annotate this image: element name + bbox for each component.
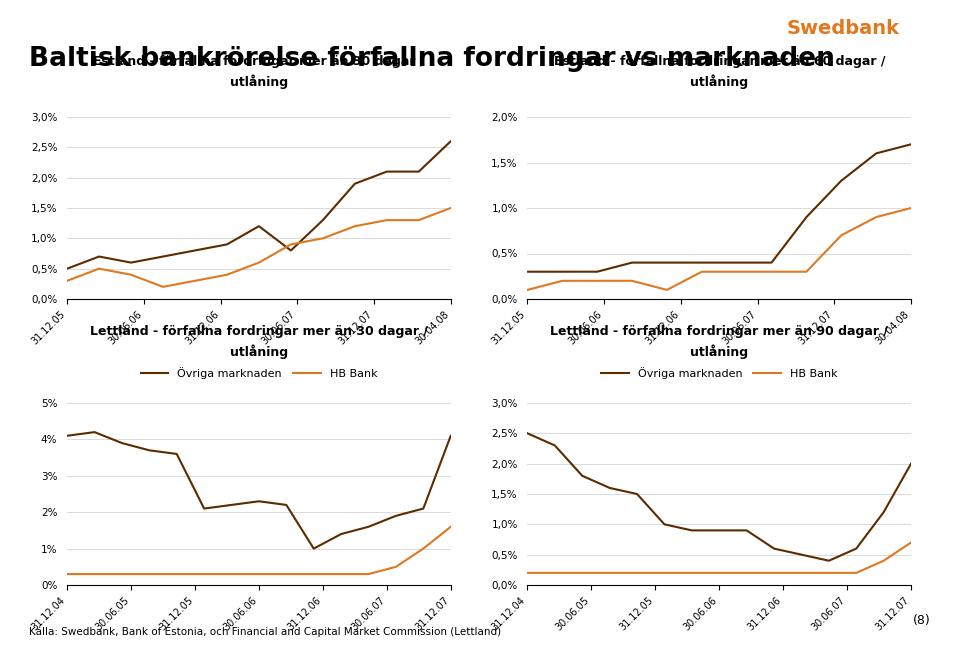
Text: Estland - förfallna fordringar mer än 60 dagar /: Estland - förfallna fordringar mer än 60…	[553, 55, 885, 68]
Text: Lettland - förfallna fordringar mer än 30 dagar /: Lettland - förfallna fordringar mer än 3…	[90, 325, 428, 338]
Legend: Övriga marknaden, HBA Bank: Övriga marknaden, HBA Bank	[593, 649, 846, 650]
Text: utlåning: utlåning	[230, 344, 288, 359]
Text: Källa: Swedbank, Bank of Estonia, och Financial and Capital Market Commission (L: Källa: Swedbank, Bank of Estonia, och Fi…	[29, 627, 501, 637]
Text: Lettland - förfallna fordringar mer än 90 dagar /: Lettland - förfallna fordringar mer än 9…	[550, 325, 888, 338]
Text: Baltisk bankrörelse förfallna fordringar vs marknaden: Baltisk bankrörelse förfallna fordringar…	[29, 46, 834, 72]
Text: utlåning: utlåning	[690, 75, 748, 89]
Legend: Övriga marknaden, HBA Bank: Övriga marknaden, HBA Bank	[132, 649, 386, 650]
Text: (8): (8)	[912, 614, 930, 627]
Legend: Övriga marknaden, HB Bank: Övriga marknaden, HB Bank	[596, 363, 842, 384]
Text: Estland - förfallna fordringar mer än 30 dagar /: Estland - förfallna fordringar mer än 30…	[93, 55, 425, 68]
Text: utlåning: utlåning	[230, 75, 288, 89]
Text: utlåning: utlåning	[690, 344, 748, 359]
Text: Swedbank: Swedbank	[786, 20, 900, 38]
Legend: Övriga marknaden, HB Bank: Övriga marknaden, HB Bank	[136, 363, 382, 384]
